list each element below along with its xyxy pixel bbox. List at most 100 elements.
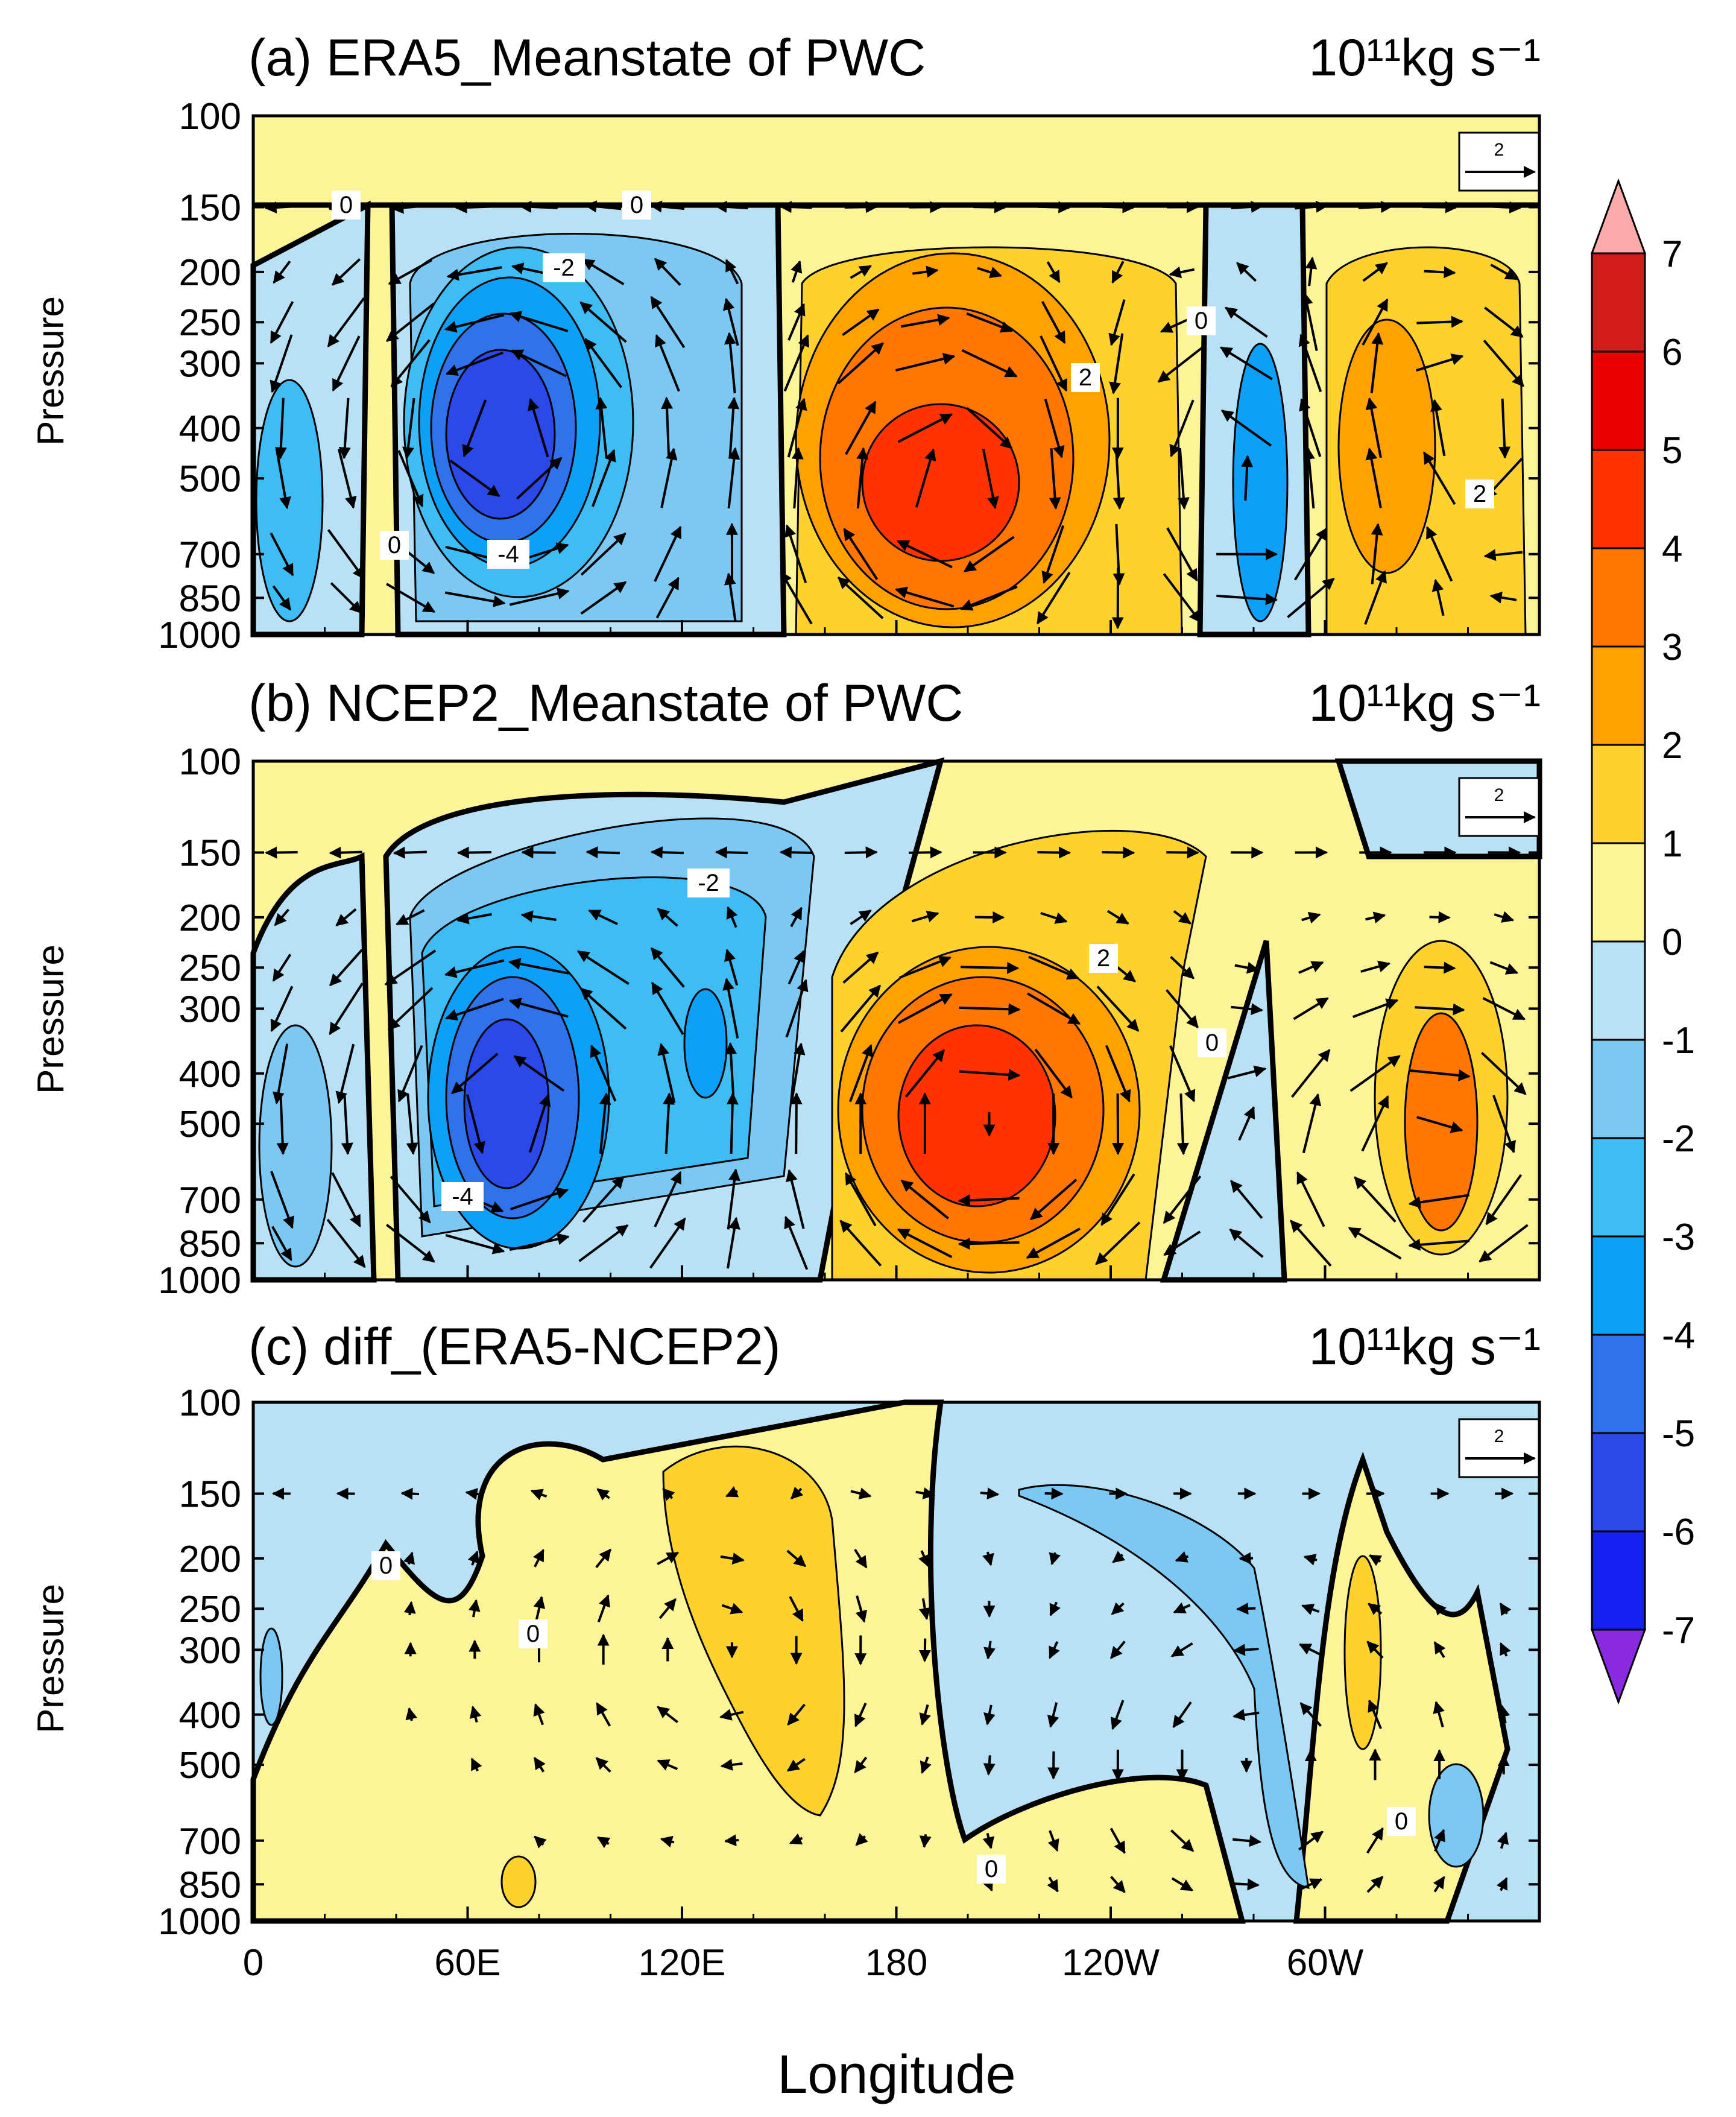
wind-vector bbox=[1366, 1641, 1384, 1659]
wind-vector bbox=[271, 1226, 292, 1261]
panel-b-refvec-label: 2 bbox=[1494, 785, 1504, 805]
wind-vector bbox=[1096, 986, 1140, 1032]
panel-c-refvec-box bbox=[1458, 1418, 1540, 1478]
wind-vector bbox=[918, 1638, 931, 1662]
wind-vector bbox=[657, 1759, 678, 1771]
wind-vector bbox=[1046, 261, 1061, 283]
wind-vector bbox=[1166, 989, 1199, 1028]
wind-vector bbox=[1433, 1876, 1445, 1893]
wind-vector bbox=[1362, 262, 1388, 282]
colorbar-swatch bbox=[1591, 1039, 1646, 1139]
wind-vector bbox=[597, 1594, 610, 1622]
colorbar-triangle-top bbox=[1590, 178, 1647, 255]
wind-vector bbox=[1408, 1238, 1470, 1251]
wind-vector bbox=[1434, 1602, 1447, 1616]
wind-vector bbox=[658, 1598, 677, 1619]
wind-vector bbox=[1047, 1702, 1059, 1728]
wind-vector bbox=[1110, 1876, 1126, 1893]
panel-c-contour-pos bbox=[500, 1855, 537, 1908]
panel-c-contour-pos bbox=[1343, 1555, 1382, 1750]
wind-vector bbox=[509, 587, 570, 606]
wind-vector bbox=[595, 397, 608, 458]
y-tick-label: 850 bbox=[179, 578, 241, 619]
wind-vector bbox=[270, 1171, 294, 1229]
wind-vector bbox=[516, 457, 563, 500]
panel-c-refvec-label: 2 bbox=[1494, 1426, 1504, 1446]
wind-vector bbox=[726, 1217, 740, 1269]
panel-c-xticks: 0 60E 120E 180 120W 60W bbox=[243, 1907, 1541, 1984]
wind-vector bbox=[270, 533, 294, 577]
panel-c-plot: 2 0 0 0 0 bbox=[250, 1399, 1541, 1924]
wind-vector bbox=[530, 1489, 548, 1501]
wind-vector bbox=[1227, 1065, 1267, 1080]
wind-vector bbox=[384, 949, 437, 986]
wind-vector bbox=[445, 998, 504, 1021]
wind-vector bbox=[338, 397, 351, 460]
y-tick-label: 700 bbox=[179, 1180, 241, 1221]
wind-vector bbox=[959, 1003, 1021, 1016]
panel-b-contour-label: -2 bbox=[698, 870, 719, 896]
wind-vector bbox=[1293, 527, 1328, 581]
wind-vector bbox=[897, 1228, 953, 1258]
wind-vector bbox=[1234, 1878, 1260, 1891]
wind-vector bbox=[895, 353, 956, 372]
colorbar-label: 6 bbox=[1662, 332, 1682, 373]
wind-vector bbox=[784, 1215, 809, 1270]
wind-vector bbox=[444, 314, 505, 333]
wind-vector bbox=[958, 1194, 1020, 1207]
wind-vector bbox=[1100, 1173, 1135, 1226]
wind-vector bbox=[1370, 332, 1384, 394]
wind-vector bbox=[842, 951, 879, 984]
wind-vector bbox=[1095, 1221, 1141, 1265]
panel-a-refvec-label: 2 bbox=[1494, 140, 1504, 160]
wind-vector bbox=[511, 349, 567, 378]
panel-a-contour-label: 2 bbox=[1079, 364, 1092, 391]
wind-vector bbox=[274, 908, 290, 926]
wind-vector bbox=[920, 1756, 932, 1774]
wind-vector bbox=[788, 950, 805, 985]
wind-vector bbox=[1157, 344, 1207, 383]
wind-vector bbox=[1175, 1551, 1189, 1563]
wind-vector bbox=[509, 1233, 570, 1252]
wind-vector bbox=[982, 1832, 995, 1850]
panel-a-contour-label: 0 bbox=[339, 192, 353, 218]
wind-vector bbox=[1299, 398, 1322, 457]
wind-vector bbox=[446, 266, 502, 281]
colorbar-swatch bbox=[1591, 940, 1646, 1041]
panel-a-contour-pos bbox=[1337, 318, 1436, 574]
wind-vector bbox=[1047, 1830, 1059, 1852]
wind-vector bbox=[1365, 911, 1386, 924]
wind-vector bbox=[904, 1049, 945, 1098]
wind-vector bbox=[1499, 1602, 1512, 1616]
wind-vector bbox=[1496, 1877, 1508, 1891]
wind-vector bbox=[1291, 1049, 1331, 1098]
wind-vector bbox=[960, 961, 1020, 974]
y-tick-label: 150 bbox=[179, 832, 241, 874]
wind-vector bbox=[1232, 1835, 1262, 1847]
wind-vector bbox=[787, 1703, 806, 1726]
wind-vector bbox=[341, 1093, 353, 1156]
wind-vector bbox=[960, 585, 1018, 611]
wind-vector bbox=[1231, 201, 1263, 214]
wind-vector bbox=[1044, 1487, 1064, 1500]
wind-vector bbox=[1037, 846, 1071, 859]
wind-vector bbox=[919, 1834, 932, 1849]
wind-vector bbox=[1177, 448, 1190, 510]
wind-vector bbox=[722, 978, 739, 1039]
wind-vector bbox=[1166, 527, 1198, 582]
wind-vector bbox=[397, 450, 424, 508]
wind-vector bbox=[579, 301, 627, 343]
wind-vector bbox=[444, 959, 505, 978]
wind-vector bbox=[465, 1488, 484, 1500]
wind-vector bbox=[790, 1486, 804, 1500]
wind-vector bbox=[655, 577, 680, 619]
wind-vector bbox=[856, 447, 869, 509]
wind-vector bbox=[726, 906, 738, 928]
wind-vector bbox=[1494, 911, 1515, 923]
wind-vector bbox=[899, 955, 952, 979]
panel-c-contour-neg bbox=[1428, 1763, 1485, 1868]
colorbar-swatch bbox=[1591, 350, 1646, 451]
wind-vector bbox=[445, 351, 503, 376]
wind-vector bbox=[1368, 1603, 1383, 1615]
